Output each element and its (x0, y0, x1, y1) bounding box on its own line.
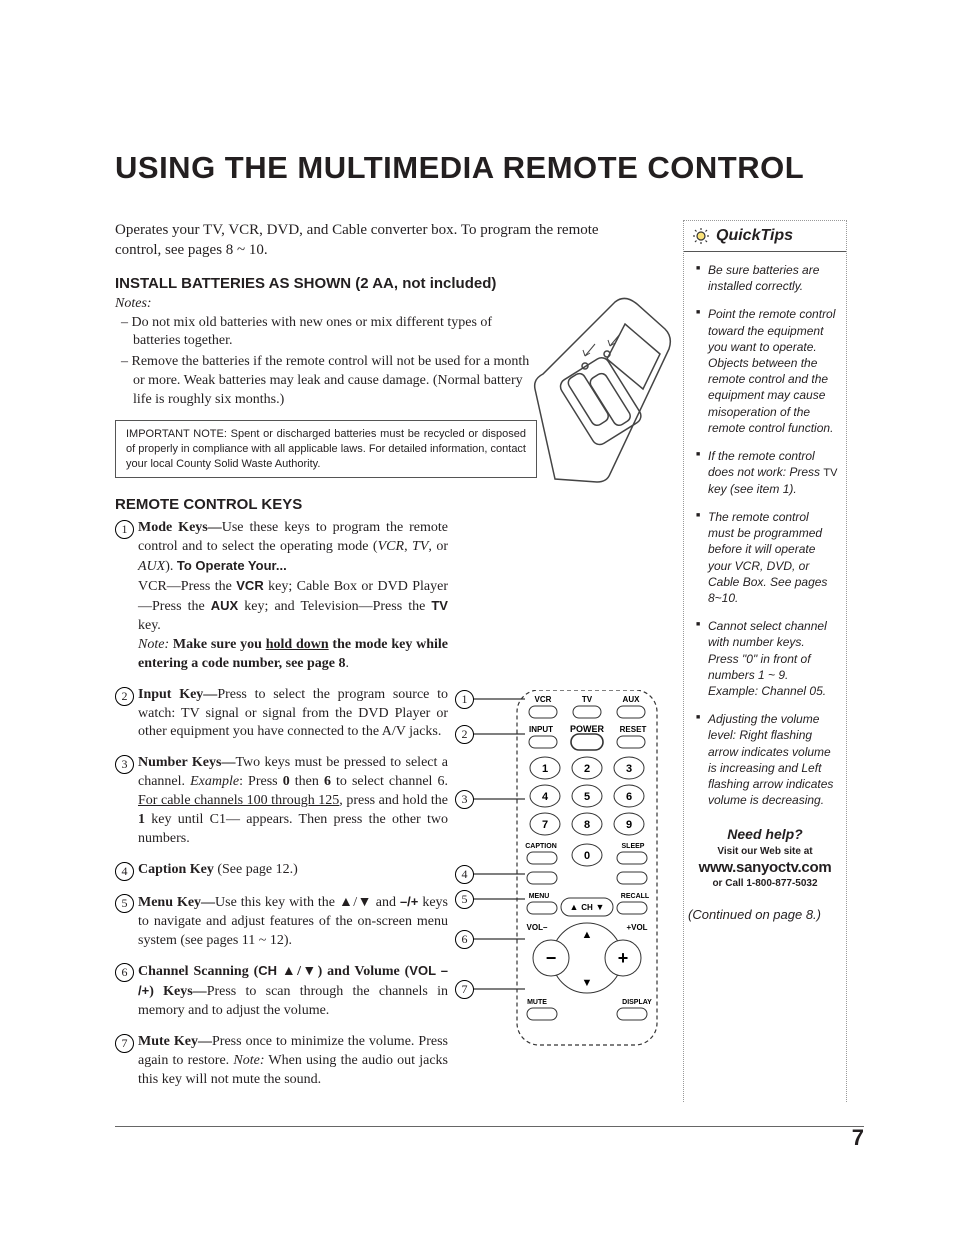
svg-text:AUX: AUX (623, 695, 641, 704)
callout-4: 4 (455, 865, 474, 884)
note-2: – Remove the batteries if the remote con… (115, 353, 533, 410)
footer-rule (115, 1126, 864, 1127)
svg-text:SLEEP: SLEEP (622, 843, 645, 850)
svg-text:MENU: MENU (529, 893, 550, 900)
note-1: – Do not mix old batteries with new ones… (115, 314, 533, 352)
svg-text:2: 2 (584, 763, 590, 775)
main-column: Operates your TV, VCR, DVD, and Cable co… (115, 220, 655, 1102)
svg-text:RECALL: RECALL (621, 893, 650, 900)
svg-text:▼: ▼ (596, 902, 605, 912)
quicktips-sidebar: QuickTips Be sure batteries are installe… (683, 220, 847, 1102)
svg-text:0: 0 (584, 850, 590, 862)
key-number-5: 5 (115, 894, 134, 913)
svg-text:3: 3 (626, 763, 632, 775)
svg-text:1: 1 (542, 763, 548, 775)
svg-text:4: 4 (542, 791, 549, 803)
page-title: USING THE MULTIMEDIA REMOTE CONTROL (115, 150, 864, 186)
website-url: www.sanyoctv.com (690, 859, 840, 876)
key-item-1: 1Mode Keys—Use these keys to program the… (115, 519, 655, 673)
need-help-block: Need help? Visit our Web site at www.san… (684, 826, 846, 889)
tip-6: Adjusting the volume level: Right flashi… (696, 711, 838, 808)
svg-text:DISPLAY: DISPLAY (622, 999, 652, 1006)
important-note-box: IMPORTANT NOTE: Spent or discharged batt… (115, 420, 537, 479)
key-number-3: 3 (115, 755, 134, 774)
install-heading: INSTALL BATTERIES AS SHOWN (2 AA, not in… (115, 275, 655, 292)
svg-text:TV: TV (582, 695, 593, 704)
intro-text: Operates your TV, VCR, DVD, and Cable co… (115, 220, 625, 261)
key-body-4: Caption Key (See page 12.) (138, 861, 298, 881)
svg-text:+VOL: +VOL (626, 923, 647, 932)
key-number-6: 6 (115, 963, 134, 982)
lightbulb-icon (692, 227, 710, 245)
svg-text:9: 9 (626, 819, 632, 831)
tip-5: Cannot select channel with number keys. … (696, 618, 838, 699)
key-body-6: Channel Scanning (CH ▲/▼) and Volume (VO… (138, 962, 448, 1021)
tip-3: If the remote control does not work: Pre… (696, 448, 838, 497)
svg-text:6: 6 (626, 791, 632, 803)
svg-text:+: + (618, 948, 629, 968)
need-help-label: Need help? (690, 826, 840, 842)
svg-text:CH: CH (581, 903, 593, 912)
svg-text:MUTE: MUTE (527, 999, 547, 1006)
svg-text:VCR: VCR (535, 695, 552, 704)
tip-1: Be sure batteries are installed correctl… (696, 262, 838, 294)
phone-label: or Call 1-800-877-5032 (690, 878, 840, 889)
quicktips-title: QuickTips (716, 227, 793, 245)
callout-7: 7 (455, 980, 474, 999)
key-number-4: 4 (115, 862, 134, 881)
svg-text:5: 5 (584, 791, 590, 803)
svg-text:−: − (546, 948, 557, 968)
key-number-1: 1 (115, 520, 134, 539)
tip-4: The remote control must be programmed be… (696, 509, 838, 606)
key-body-7: Mute Key—Press once to minimize the volu… (138, 1033, 448, 1090)
svg-text:8: 8 (584, 819, 590, 831)
battery-install-figure (525, 294, 675, 484)
svg-text:INPUT: INPUT (529, 725, 553, 734)
svg-text:VOL–: VOL– (527, 923, 548, 932)
svg-text:▲: ▲ (570, 902, 579, 912)
callout-2: 2 (455, 725, 474, 744)
visit-label: Visit our Web site at (690, 846, 840, 857)
svg-text:POWER: POWER (570, 724, 605, 734)
callout-1: 1 (455, 690, 474, 709)
svg-text:7: 7 (542, 819, 548, 831)
remote-control-figure: VCR TV AUX INPUT POWER RESET (455, 690, 665, 1070)
key-body-2: Input Key—Press to select the program so… (138, 686, 448, 743)
key-number-2: 2 (115, 687, 134, 706)
continued-label: (Continued on page 8.) (684, 907, 846, 922)
key-body-3: Number Keys—Two keys must be pressed to … (138, 754, 448, 848)
svg-text:CAPTION: CAPTION (525, 843, 557, 850)
svg-text:▼: ▼ (582, 977, 593, 989)
key-body-5: Menu Key—Use this key with the ▲/▼ and –… (138, 893, 448, 951)
svg-text:RESET: RESET (620, 725, 647, 734)
tip-2: Point the remote control toward the equi… (696, 306, 838, 436)
page-number: 7 (852, 1125, 864, 1151)
svg-text:▲: ▲ (582, 929, 593, 941)
callout-5: 5 (455, 890, 474, 909)
key-body-1: Mode Keys—Use these keys to program the … (138, 519, 448, 673)
keys-heading: REMOTE CONTROL KEYS (115, 496, 655, 513)
key-number-7: 7 (115, 1034, 134, 1053)
tips-list: Be sure batteries are installed correctl… (684, 262, 846, 808)
callout-6: 6 (455, 930, 474, 949)
callout-3: 3 (455, 790, 474, 809)
